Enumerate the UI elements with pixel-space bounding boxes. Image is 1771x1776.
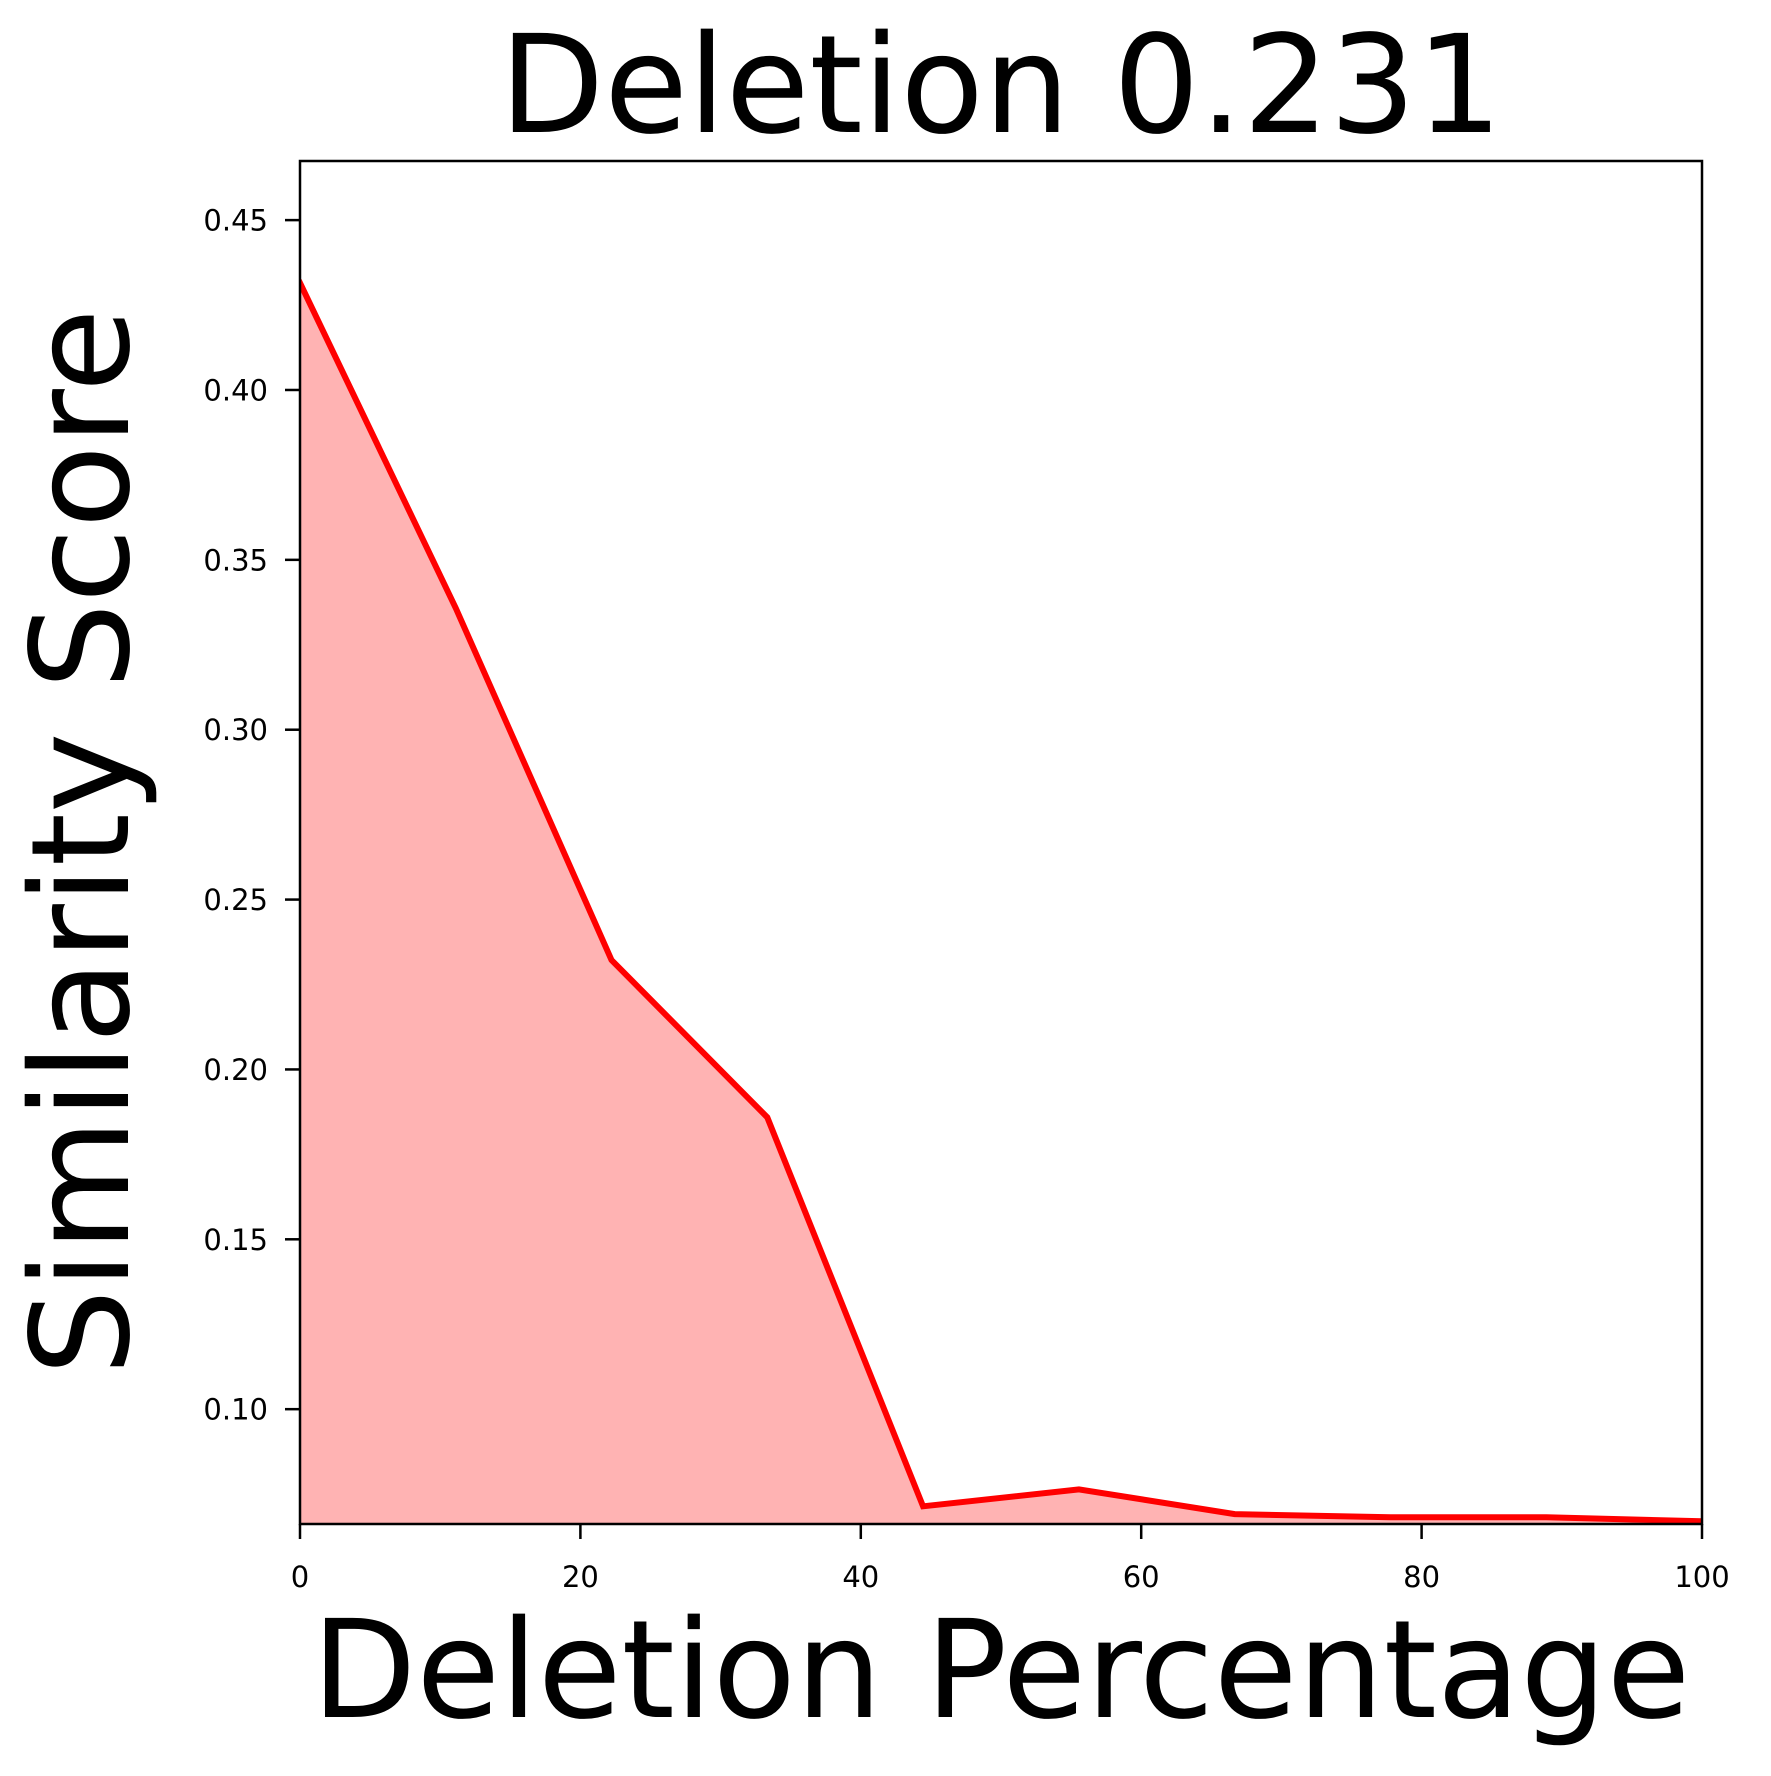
x-tick-label: 0 bbox=[291, 1560, 309, 1594]
x-axis-label: Deletion Percentage bbox=[312, 1592, 1691, 1750]
x-tick-label: 40 bbox=[842, 1560, 879, 1594]
y-tick-label: 0.45 bbox=[203, 204, 268, 238]
area-fill bbox=[300, 282, 1702, 1524]
y-axis-ticks: 0.10 0.15 0.20 0.25 0.30 0.35 0.40 0.45 bbox=[203, 204, 300, 1427]
y-tick-label: 0.20 bbox=[203, 1053, 268, 1087]
x-axis-ticks: 0 20 40 60 80 100 bbox=[291, 1524, 1730, 1594]
y-tick-label: 0.35 bbox=[203, 543, 268, 577]
x-tick-label: 100 bbox=[1674, 1560, 1729, 1594]
data-line bbox=[300, 278, 1702, 1524]
x-tick-label: 60 bbox=[1123, 1560, 1160, 1594]
axes-frame bbox=[298, 159, 1704, 1526]
y-axis-label: Similarity Score bbox=[3, 308, 161, 1375]
y-tick-label: 0.15 bbox=[203, 1223, 268, 1257]
x-tick-label: 80 bbox=[1403, 1560, 1440, 1594]
plot-area bbox=[298, 159, 1704, 1526]
y-tick-label: 0.10 bbox=[203, 1393, 268, 1427]
y-tick-label: 0.30 bbox=[203, 713, 268, 747]
y-tick-label: 0.25 bbox=[203, 883, 268, 917]
x-tick-label: 20 bbox=[562, 1560, 599, 1594]
chart-title: Deletion 0.231 bbox=[500, 7, 1503, 165]
y-tick-label: 0.40 bbox=[203, 373, 268, 407]
